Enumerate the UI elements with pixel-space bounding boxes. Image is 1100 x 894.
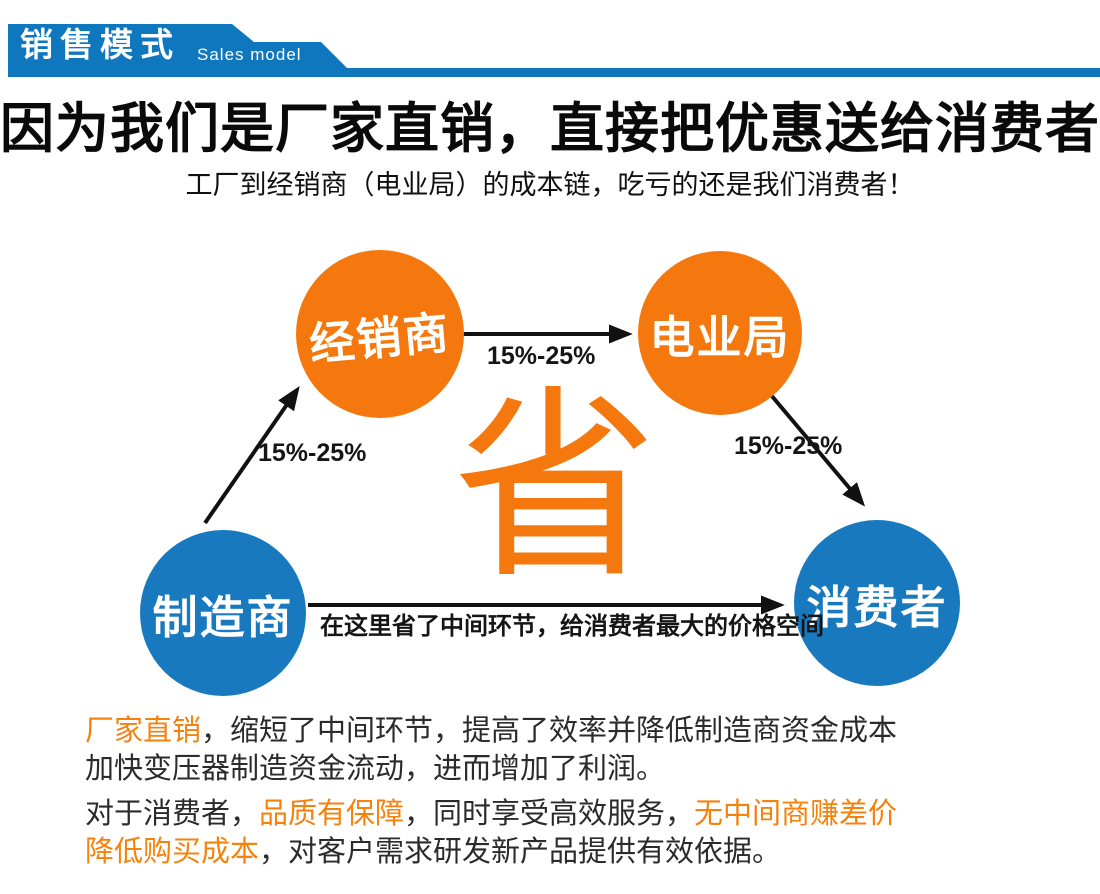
diagram-arrows: [203, 324, 866, 615]
node-manufacturer-label: 制造商: [152, 591, 294, 643]
paragraph-text: 加快变压器制造资金流动，进而增加了利润。: [85, 753, 666, 785]
banner-shape: [8, 24, 1100, 77]
node-manufacturer: 制造商: [140, 530, 306, 696]
paragraph-factory-direct: 厂家直销，缩短了中间环节，提高了效率并降低制造商资金成本 加快变压器制造资金流动…: [85, 712, 1060, 788]
arrow-manufacturer-to-distributor: [203, 386, 300, 525]
banner-ribbon: [8, 24, 1100, 77]
highlight-no-middleman: 无中间商赚差价: [694, 798, 898, 830]
paragraph-text: 对于消费者，: [85, 798, 260, 830]
highlight-factory-direct: 厂家直销: [85, 715, 202, 747]
highlight-lower-cost: 降低购买成本: [85, 836, 260, 868]
edge-label-manufacturer-consumer: 在这里省了中间环节，给消费者最大的价格空间: [320, 613, 824, 640]
page-title: 因为我们是厂家直销，直接把优惠送给消费者: [0, 99, 1100, 159]
edge-label-manufacturer-distributor: 15%-25%: [258, 439, 367, 467]
body-copy: 厂家直销，缩短了中间环节，提高了效率并降低制造商资金成本 加快变压器制造资金流动…: [85, 712, 1060, 878]
save-character: 省: [452, 373, 658, 602]
node-consumer: 消费者: [794, 520, 960, 686]
banner-title-en: Sales model: [197, 45, 302, 64]
node-distributor: 经销商: [296, 250, 464, 418]
sales-flow-diagram: 经销商 电业局 制造商 消费者 省 15%-25% 15%-25% 15%-25…: [0, 240, 1100, 710]
highlight-quality-guarantee: 品质有保障: [259, 798, 405, 830]
node-distributor-label: 经销商: [307, 306, 453, 370]
paragraph-consumer-benefits: 对于消费者，品质有保障，同时享受高效服务，无中间商赚差价 降低购买成本，对客户需…: [85, 795, 1060, 871]
paragraph-text: ，同时享受高效服务，: [404, 798, 695, 830]
node-consumer-label: 消费者: [806, 581, 948, 633]
page-subtitle: 工厂到经销商（电业局）的成本链，吃亏的还是我们消费者！: [185, 170, 915, 200]
paragraph-text: ，对客户需求研发新产品提供有效依据。: [259, 836, 782, 868]
paragraph-text: ，缩短了中间环节，提高了效率并降低制造商资金成本: [201, 715, 898, 747]
node-power-bureau-label: 电业局: [649, 311, 791, 363]
arrow-bureau-to-consumer: [769, 393, 866, 507]
edge-label-bureau-consumer: 15%-25%: [734, 432, 843, 460]
node-power-bureau: 电业局: [638, 251, 802, 415]
edge-label-distributor-bureau: 15%-25%: [487, 342, 596, 370]
banner-title-zh: 销售模式: [20, 26, 180, 63]
